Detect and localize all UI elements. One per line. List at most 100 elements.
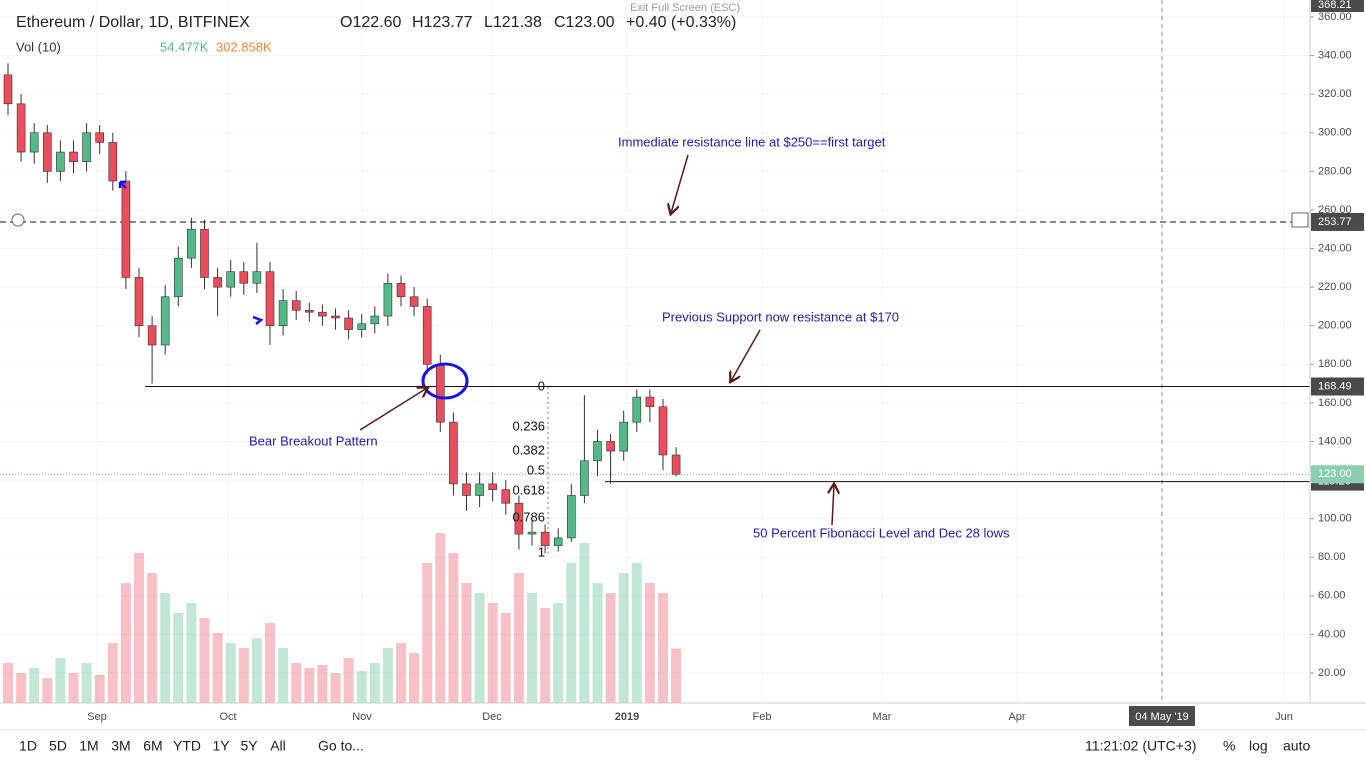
blue-arrow [118, 180, 127, 189]
candle-body [435, 363, 445, 423]
range-button[interactable]: 5Y [240, 738, 258, 754]
volume-bar [251, 638, 262, 703]
volume-bar [382, 648, 393, 703]
x-crosshair-label-bg [1129, 706, 1195, 726]
range-button[interactable]: 5D [49, 738, 67, 754]
ohlc-high: H123.77 [412, 14, 473, 31]
arrow [731, 329, 761, 381]
annotation: Bear Breakout Pattern [249, 433, 378, 448]
volume-bar [435, 533, 446, 703]
volume-bar [566, 563, 577, 703]
volume-bar [304, 668, 315, 703]
volume-bar [278, 648, 289, 703]
annotation: 50 Percent Fibonacci Level and Dec 28 lo… [753, 525, 1010, 540]
handle [11, 213, 25, 227]
range-button[interactable]: 1M [79, 738, 98, 754]
y-tick-label: 340.00 [1318, 49, 1352, 61]
range-button[interactable]: 3M [111, 738, 130, 754]
volume-bar [107, 643, 118, 703]
fib-label: 0.382 [512, 442, 545, 457]
candle-body [200, 228, 209, 278]
candle-body [658, 406, 668, 456]
fib-label: 0 [538, 378, 545, 393]
x-tick-label: Oct [219, 711, 236, 723]
volume-bar [461, 583, 472, 703]
auto-toggle[interactable]: auto [1283, 738, 1310, 754]
volume-bar [3, 663, 13, 703]
percent-toggle[interactable]: % [1223, 738, 1235, 754]
candle-body [619, 421, 629, 452]
price-label-bg [1311, 212, 1364, 231]
volume-bar [487, 603, 498, 703]
volume-bar [94, 675, 105, 703]
candle-body [606, 441, 615, 452]
y-tick-label: 360.00 [1318, 11, 1352, 23]
symbol[interactable]: Ethereum / Dollar, 1D, BITFINEX [16, 14, 250, 31]
volume-bar [42, 678, 53, 703]
x-tick-label: 04 May '19 [1135, 711, 1188, 723]
candle-body [187, 228, 196, 259]
x-tick-label: Dec [482, 711, 502, 723]
arrow [832, 485, 834, 526]
volume-bar [160, 593, 171, 703]
ohlc-close: C123.00 [554, 14, 615, 31]
volume-bar [631, 563, 642, 703]
annotation: Previous Support now resistance at $170 [662, 309, 899, 324]
candle-body [42, 132, 52, 172]
y-tick-label: 60.00 [1318, 590, 1346, 602]
volume-bar [238, 648, 249, 703]
candle-body [593, 441, 602, 462]
y-tick-label: 180.00 [1318, 358, 1352, 370]
candle-body [239, 271, 249, 284]
levels [0, 221, 1310, 553]
candle-body [580, 460, 589, 496]
y-tick-label: 160.00 [1318, 397, 1352, 409]
ohlc-open: O122.60 [340, 14, 401, 31]
y-tick-label: 300.00 [1318, 127, 1352, 139]
arrow [671, 154, 689, 213]
volume-bar [592, 583, 603, 703]
vol-ma: 302.858K [216, 39, 272, 54]
volume-bar [356, 671, 367, 703]
clock: 11:21:02 (UTC+3) [1085, 738, 1196, 754]
candle-body [422, 306, 432, 365]
log-toggle[interactable]: log [1249, 738, 1268, 754]
vol-value: 54.477K [160, 39, 209, 54]
price-label: 368.21 [1318, 0, 1352, 11]
fib-label: 0.236 [512, 418, 545, 433]
volume-bar [343, 658, 354, 703]
candle-body [3, 74, 13, 105]
x-tick-label: Mar [873, 711, 892, 723]
volume-bar [317, 665, 328, 703]
candle-body [174, 257, 183, 298]
candle-body [553, 537, 563, 546]
arrow [359, 388, 427, 431]
range-button[interactable]: 1D [19, 738, 37, 754]
volume-bar [291, 663, 302, 703]
candles [3, 63, 681, 554]
price-label: 168.49 [1318, 380, 1352, 392]
exit-fullscreen[interactable]: Exit Full Screen (ESC) [630, 2, 740, 14]
range-button[interactable]: 6M [143, 738, 162, 754]
candle-body [645, 396, 655, 408]
volume-bar [134, 553, 144, 703]
candle-body [409, 296, 419, 307]
candle-body [56, 151, 65, 172]
candle-body [475, 483, 484, 496]
volume-bar [173, 613, 184, 703]
vol-label[interactable]: Vol (10) [16, 39, 61, 54]
volume-bar [527, 593, 537, 703]
volume-bar [644, 583, 655, 703]
range-button[interactable]: All [270, 738, 286, 754]
range-button[interactable]: YTD [173, 738, 201, 754]
volume-bar [396, 643, 406, 703]
price-label-bg [1311, 465, 1364, 484]
range-button[interactable]: 1Y [212, 738, 230, 754]
y-tick-label: 40.00 [1318, 628, 1346, 640]
goto-button[interactable]: Go to... [318, 738, 364, 754]
candle-body [134, 277, 144, 327]
y-tick-label: 260.00 [1318, 204, 1352, 216]
volume-bar [225, 643, 236, 703]
